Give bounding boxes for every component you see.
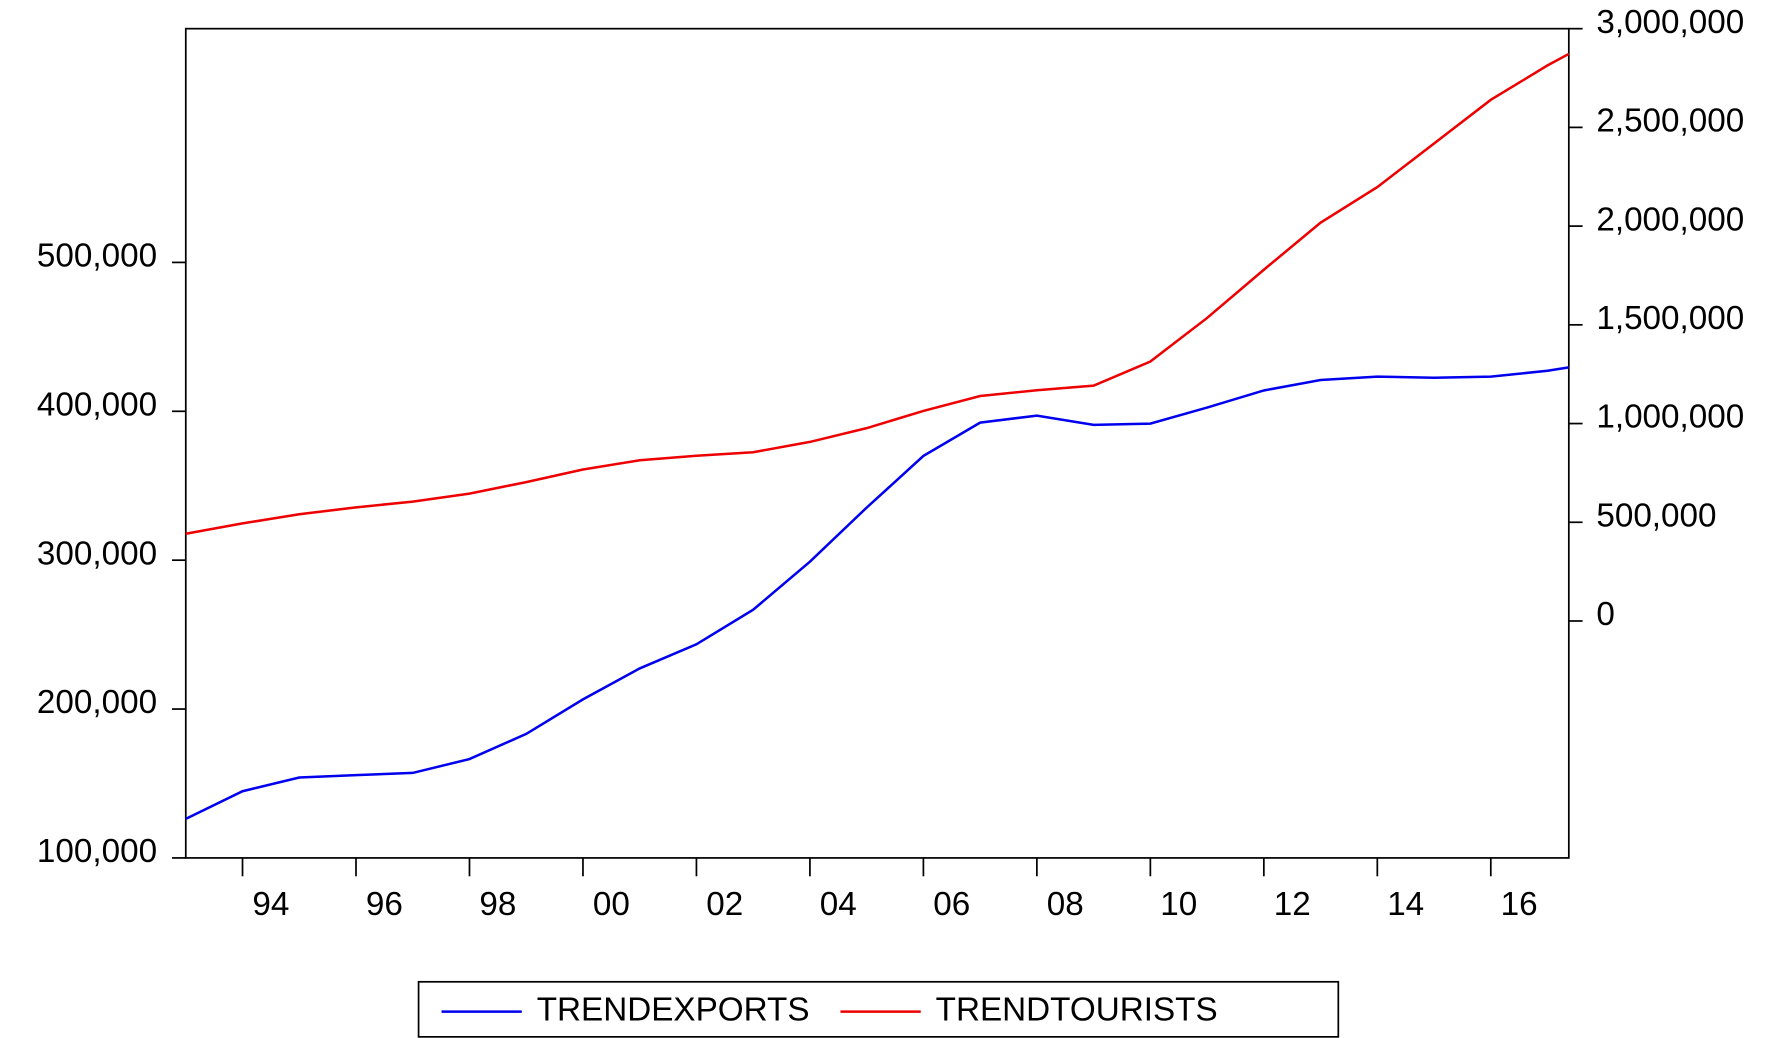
x-tick-label: 02 <box>706 886 743 923</box>
y-tick-label: 100,000 <box>37 833 157 870</box>
x-tick-label: 14 <box>1387 886 1424 923</box>
x-tick-label: 94 <box>252 886 289 923</box>
y2-tick-label: 0 <box>1596 596 1614 633</box>
y2-tick-label: 2,500,000 <box>1596 103 1744 140</box>
x-tick-label: 06 <box>933 886 970 923</box>
legend-label: TRENDEXPORTS <box>537 991 810 1028</box>
legend-label: TRENDTOURISTS <box>936 991 1218 1028</box>
legend-box <box>417 980 1340 1038</box>
series-line <box>185 52 1570 535</box>
x-tick-label: 96 <box>366 886 403 923</box>
y-tick-label: 200,000 <box>37 684 157 721</box>
plot-frame <box>184 27 1570 859</box>
x-tick-label: 04 <box>820 886 857 923</box>
y2-tick-label: 1,000,000 <box>1596 399 1744 436</box>
y-tick-label: 300,000 <box>37 535 157 572</box>
y2-tick-label: 3,000,000 <box>1596 4 1744 41</box>
y2-tick-label: 500,000 <box>1596 497 1716 534</box>
y-tick-label: 500,000 <box>37 238 157 275</box>
x-tick-label: 08 <box>1047 886 1084 923</box>
y2-tick-label: 1,500,000 <box>1596 300 1744 337</box>
x-tick-label: 00 <box>593 886 630 923</box>
series-line <box>185 366 1570 821</box>
y2-tick-label: 2,000,000 <box>1596 201 1744 238</box>
x-tick-label: 10 <box>1160 886 1197 923</box>
x-tick-label: 98 <box>479 886 516 923</box>
x-tick-label: 16 <box>1501 886 1538 923</box>
y-tick-label: 400,000 <box>37 386 157 423</box>
x-tick-label: 12 <box>1274 886 1311 923</box>
